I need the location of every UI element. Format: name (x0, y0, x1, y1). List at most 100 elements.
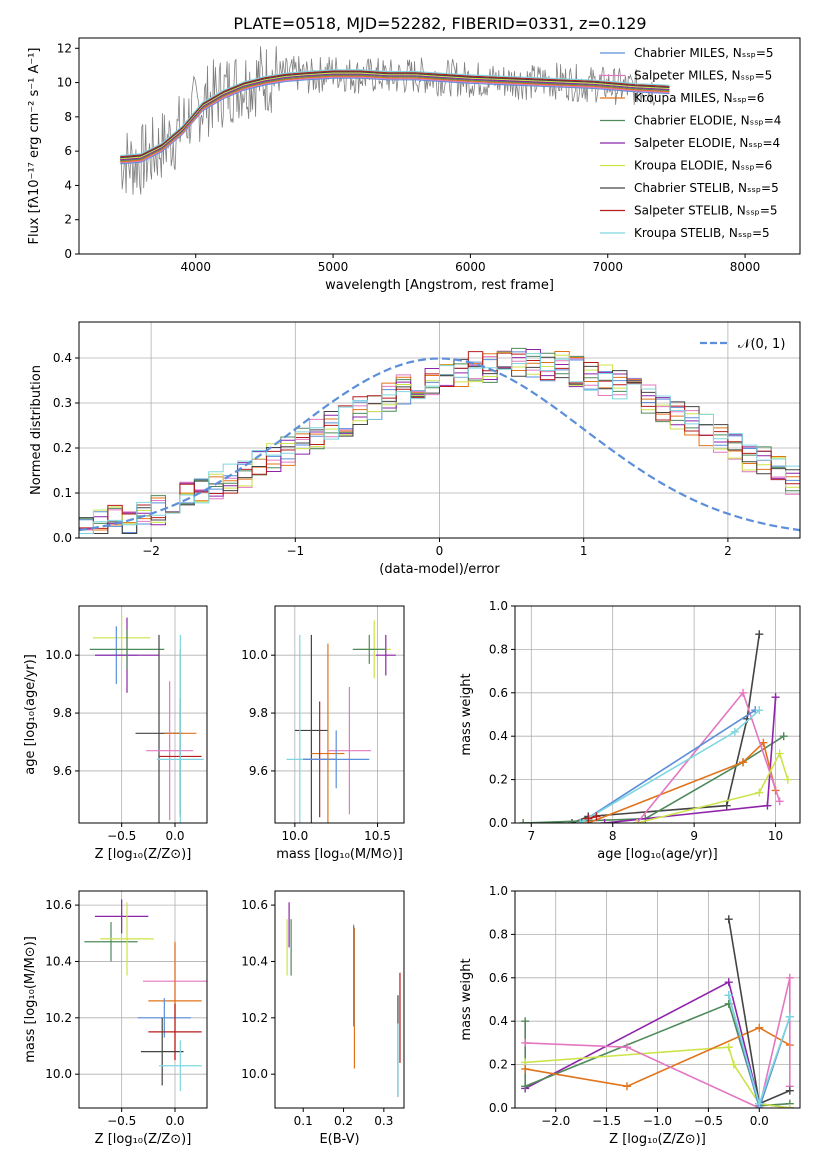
mass-weight-line (636, 751, 789, 823)
legend-entry: Kroupa ELODIE, Nₛₛₚ=6 (634, 159, 772, 173)
residual-histogram-plot-area (79, 322, 800, 538)
legend-entry: Salpeter MILES, Nₛₛₚ=5 (634, 69, 772, 83)
x-tick-label: 0 (436, 544, 444, 558)
legend-entry: 𝒩(0, 1) (738, 337, 785, 352)
y-axis-label: mass weight (459, 673, 474, 755)
x-tick-label: 10 (768, 829, 783, 843)
y-tick-label: 9.8 (53, 706, 72, 720)
x-tick-label: 7 (527, 829, 535, 843)
mass-weight-marker (730, 727, 739, 736)
mass-weight-marker (584, 814, 593, 823)
legend-entry: Chabrier STELIB, Nₛₛₚ=5 (634, 181, 779, 195)
y-tick-label: 10.0 (241, 1067, 268, 1081)
mass-weight-marker (724, 1043, 733, 1052)
y-tick-label: 0.4 (489, 729, 508, 743)
model-spectrum-line (120, 76, 670, 164)
model-spectrum-line (120, 70, 670, 158)
y-tick-label: 0.8 (489, 927, 508, 941)
y-tick-label: 9.6 (249, 764, 268, 778)
x-tick-label: 0.1 (294, 1114, 313, 1128)
y-tick-label: 0.0 (489, 816, 508, 830)
legend-entry: Chabrier ELODIE, Nₛₛₚ=4 (634, 114, 781, 128)
mass-weight-marker (724, 978, 733, 987)
y-tick-label: 2 (64, 213, 72, 227)
model-spectrum-line (120, 75, 670, 163)
mass-weight-line (579, 709, 756, 823)
x-axis-label: Z [log₁₀(Z/Z⊙)] (609, 1132, 706, 1147)
model-spectrum-line (120, 77, 670, 165)
mass-weight-marker (755, 1023, 764, 1032)
axes-frame (274, 890, 405, 1109)
histogram-step (79, 349, 800, 530)
histogram-step (79, 353, 800, 534)
x-tick-label: 9 (690, 829, 698, 843)
mass-weight-marker (775, 749, 784, 758)
mass-weight-marker (622, 1043, 631, 1052)
x-tick-label: 1 (580, 544, 588, 558)
y-axis-label: Normed distribution (29, 365, 44, 495)
x-tick-label: 6000 (455, 260, 486, 274)
data-spectrum-line (119, 46, 656, 195)
mass-vs-Z-panel (75, 890, 208, 1112)
y-axis-label: mass weight (459, 958, 474, 1040)
mass-weight-marker (785, 1104, 794, 1108)
mass-weight-marker (568, 819, 576, 823)
mass-weight-marker (755, 630, 764, 639)
y-tick-label: 10.4 (241, 954, 268, 968)
histogram-step (79, 351, 800, 529)
massweight-vs-age-panel (511, 605, 801, 827)
y-tick-label: 0.0 (53, 531, 72, 545)
mass-weight-marker (576, 819, 585, 823)
x-tick-label: −0.5 (107, 1114, 136, 1128)
massweight-vs-Z-panel (511, 890, 801, 1112)
x-axis-label: mass [log₁₀(M/M⊙)] (276, 847, 403, 862)
x-tick-label: 10.5 (364, 829, 391, 843)
age-vs-mass-plot-area (275, 606, 404, 823)
y-tick-label: 0.8 (489, 642, 508, 656)
mass-weight-line (604, 697, 777, 823)
mass-weight-marker (779, 732, 788, 741)
x-tick-label: −0.5 (694, 1114, 723, 1128)
y-tick-label: 0.2 (489, 773, 508, 787)
x-tick-label: 10.0 (281, 829, 308, 843)
y-tick-label: 10.0 (241, 648, 268, 662)
model-spectrum-line (120, 74, 670, 162)
x-tick-label: −1 (286, 544, 304, 558)
x-axis-label: Z [log₁₀(Z/Z⊙)] (95, 1132, 192, 1147)
spectrum-plot-area (119, 46, 670, 195)
axes-frame (274, 605, 405, 824)
y-axis-label: mass [log₁₀(M/M⊙)] (23, 936, 38, 1063)
mass-weight-marker (600, 819, 609, 823)
y-tick-label: 10.6 (241, 898, 268, 912)
y-tick-label: 8 (64, 110, 72, 124)
x-tick-label: 8000 (730, 260, 761, 274)
mass-weight-marker (759, 738, 768, 747)
mass-weight-marker (783, 775, 792, 784)
axes-frame (78, 605, 208, 824)
y-tick-label: 12 (57, 41, 72, 55)
model-spectrum-line (120, 71, 670, 159)
mass-weight-marker (755, 788, 764, 797)
x-tick-label: −2 (142, 544, 160, 558)
mass-vs-EBV-panel (271, 890, 405, 1112)
y-tick-label: 0.4 (53, 351, 72, 365)
x-tick-label: 0.0 (750, 1114, 769, 1128)
mass-weight-marker (775, 797, 784, 806)
x-tick-label: 5000 (318, 260, 349, 274)
mass-weight-marker (722, 801, 731, 810)
y-tick-label: 0.0 (489, 1101, 508, 1115)
mass-weight-marker (755, 706, 764, 715)
mass-weight-marker (519, 819, 528, 823)
mass-weight-marker (763, 801, 772, 810)
x-tick-label: −1.5 (592, 1114, 621, 1128)
mass-weight-marker (521, 1064, 530, 1073)
y-tick-label: 9.6 (53, 764, 72, 778)
mass-vs-Z-plot-area (79, 891, 207, 1108)
y-tick-label: 4 (64, 178, 72, 192)
mass-weight-marker (785, 973, 794, 982)
x-tick-label: −0.5 (107, 829, 136, 843)
y-tick-label: 10.0 (45, 648, 72, 662)
y-tick-label: 10.6 (45, 898, 72, 912)
y-tick-label: 0 (64, 247, 72, 261)
